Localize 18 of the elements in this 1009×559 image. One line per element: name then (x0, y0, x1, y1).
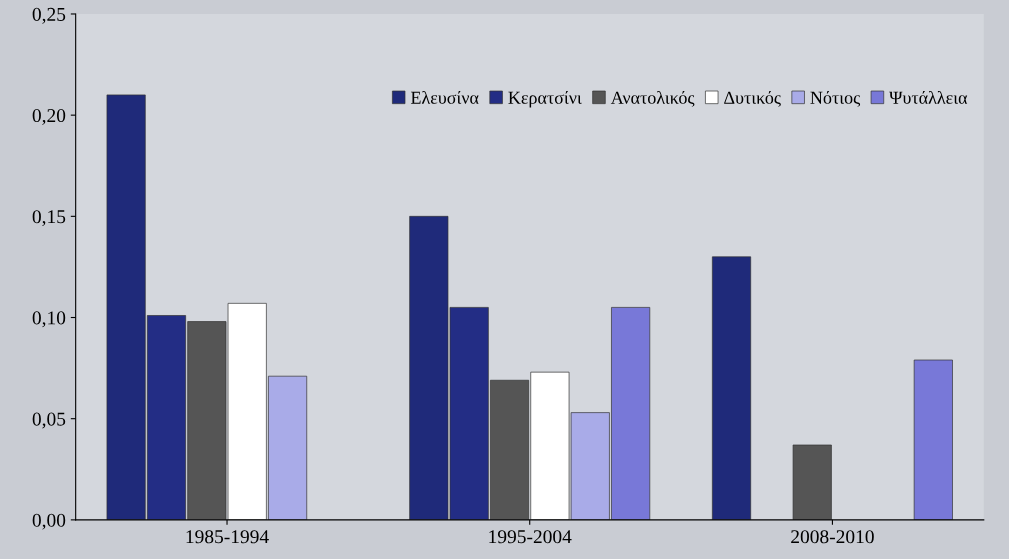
legend-label: Νότιος (810, 90, 861, 107)
legend-label: Ανατολικός (610, 90, 695, 107)
x-tick-label: 1995-2004 (489, 530, 572, 544)
bar (712, 256, 752, 520)
x-tick-label: 1985-1994 (186, 530, 269, 544)
legend-label: Δυτικός (724, 90, 781, 107)
y-tick-label: 0,25 (32, 7, 66, 24)
y-tick-label: 0,20 (32, 108, 66, 125)
x-tick-label: 2008-2010 (791, 530, 874, 544)
bar (913, 359, 953, 520)
y-tick-label: 0,00 (32, 513, 66, 530)
legend-label: Ελευσίνα (410, 90, 479, 104)
bar (792, 444, 832, 520)
legend-label: Κερατσίνι (508, 90, 582, 108)
y-tick-label: 0,05 (32, 412, 66, 429)
y-tick-label: 0,15 (32, 210, 66, 227)
y-tick-label: 0,10 (32, 311, 66, 328)
legend-label: Ψυτάλλεια (889, 90, 968, 104)
